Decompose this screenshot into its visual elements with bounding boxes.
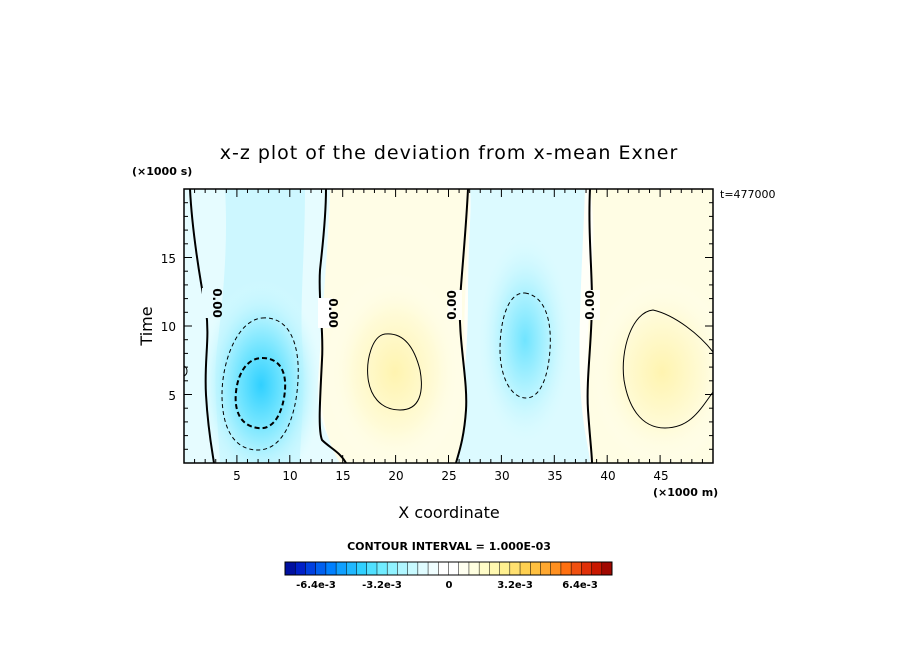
colorbar-swatch xyxy=(336,562,347,575)
contour-label-3: 0.00 xyxy=(445,290,459,320)
colorbar-swatch xyxy=(468,562,480,575)
colorbar-swatch xyxy=(366,562,378,575)
x-tick-label: 5 xyxy=(233,469,241,483)
chart-title: x-z plot of the deviation from x-mean Ex… xyxy=(220,142,679,164)
x-tick-label: 40 xyxy=(600,469,615,483)
colorbar-tick-label: -6.4e-3 xyxy=(296,580,336,591)
colorbar-swatch xyxy=(581,562,592,575)
zero-contour-4 xyxy=(586,189,594,463)
x-unit-label: (×1000 m) xyxy=(653,486,718,499)
y-tick-label: 10 xyxy=(161,320,176,334)
colorbar-tick-label: 0 xyxy=(446,580,453,591)
axis-ticks xyxy=(184,189,713,463)
x-tick-label: 30 xyxy=(494,469,509,483)
colorbar-tick-label: 6.4e-3 xyxy=(562,580,598,591)
colorbar-swatch xyxy=(346,562,357,575)
colorbar-swatch xyxy=(356,562,368,575)
contour-label-4: 0.00 xyxy=(583,290,597,320)
colorbar-swatch xyxy=(520,562,531,575)
x-tick-label: 25 xyxy=(441,469,456,483)
colorbar-tick-labels: -6.4e-3 -3.2e-3 0 3.2e-3 6.4e-3 xyxy=(296,580,598,591)
zero-contour-3 xyxy=(455,189,469,463)
colorbar-swatch xyxy=(285,562,296,575)
colorbar-swatch xyxy=(560,562,572,575)
y-unit-label: (×1000 s) xyxy=(132,165,192,178)
x-tick-label: 35 xyxy=(547,469,562,483)
x-tick-labels: 5 10 15 20 25 30 35 40 45 xyxy=(233,469,668,483)
colorbar-swatch xyxy=(591,562,603,575)
colorbar-swatch xyxy=(376,562,388,575)
pos-anomaly-1 xyxy=(325,272,465,463)
colorbar-swatch xyxy=(509,562,521,575)
y-tick-label: 15 xyxy=(161,252,176,266)
x-tick-label: 10 xyxy=(282,469,297,483)
contour-interval-text: CONTOUR INTERVAL = 1.000E-03 xyxy=(347,540,551,553)
neg-contour-inner xyxy=(234,356,287,430)
colorbar-swatch xyxy=(295,562,306,575)
pos-contour-1 xyxy=(367,333,422,411)
colorbar xyxy=(285,562,613,575)
colorbar-swatch xyxy=(397,562,408,575)
colorbar-swatch xyxy=(479,562,490,575)
x-tick-label: 15 xyxy=(335,469,350,483)
x-tick-label: 45 xyxy=(653,469,668,483)
colorbar-swatch xyxy=(315,562,327,575)
zero-contour-2 xyxy=(318,189,347,463)
neg-contour-2 xyxy=(499,292,551,399)
contour-label-1: 0.00 xyxy=(210,288,224,318)
y-tick-label: 5 xyxy=(168,389,176,403)
x-axis-label: X coordinate xyxy=(398,503,499,522)
colorbar-swatch xyxy=(571,562,582,575)
neg-anomaly-2 xyxy=(475,230,575,450)
colorbar-tick-label: 3.2e-3 xyxy=(497,580,533,591)
colorbar-swatch xyxy=(448,562,460,575)
colorbar-swatch xyxy=(417,562,429,575)
colorbar-swatch xyxy=(305,562,316,575)
colorbar-swatch xyxy=(438,562,449,575)
colorbar-swatch xyxy=(428,562,439,575)
neg-contour-outer xyxy=(221,317,299,451)
colorbar-swatch xyxy=(325,562,337,575)
colorbar-swatch xyxy=(489,562,500,575)
colorbar-swatch xyxy=(458,562,470,575)
colorbar-swatch xyxy=(530,562,541,575)
pos-contour-2 xyxy=(622,309,713,429)
contour-labels: 0.00 0.00 0.00 0.00 xyxy=(202,288,600,328)
colorbar-frame xyxy=(284,561,613,576)
colorbar-swatch xyxy=(540,562,551,575)
contour-field xyxy=(184,189,713,463)
colorbar-swatch xyxy=(550,562,562,575)
colorbar-swatch xyxy=(407,562,419,575)
colorbar-swatch xyxy=(499,562,511,575)
colorbar-swatch xyxy=(601,562,613,575)
colorbar-swatch xyxy=(387,562,398,575)
contour-label-2: 0.00 xyxy=(326,298,340,328)
colorbar-tick-label: -3.2e-3 xyxy=(362,580,402,591)
x-tick-label: 20 xyxy=(388,469,403,483)
y-axis-label: Time xyxy=(137,306,156,346)
time-stamp: t=477000 xyxy=(720,188,776,201)
zero-contour-1 xyxy=(189,189,215,463)
